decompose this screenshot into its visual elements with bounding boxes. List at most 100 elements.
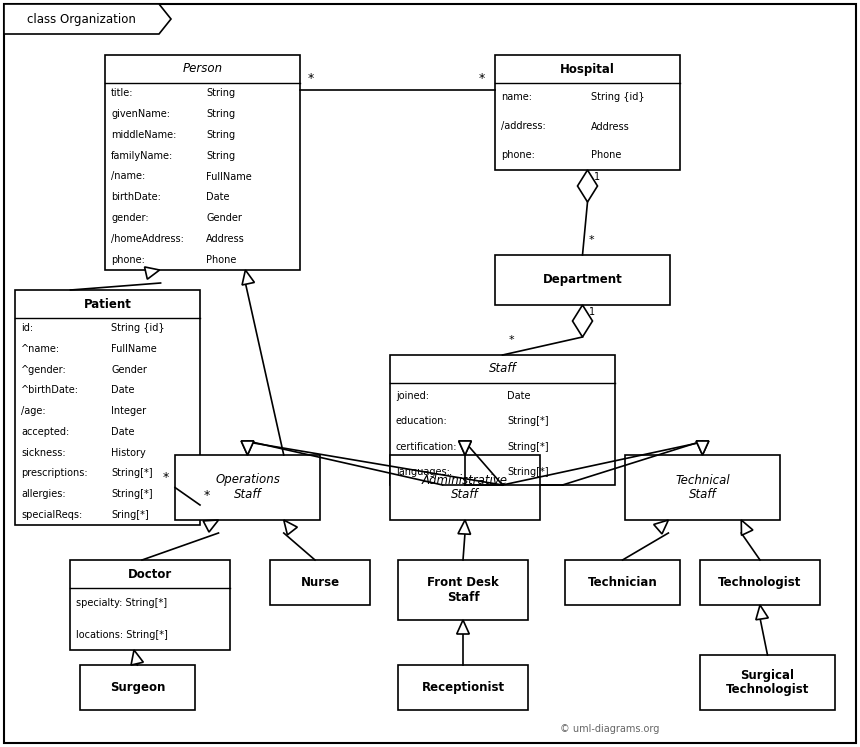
Polygon shape xyxy=(241,441,254,455)
Bar xyxy=(565,560,680,605)
Text: Sring[*]: Sring[*] xyxy=(111,509,149,520)
Text: Department: Department xyxy=(543,273,623,287)
Text: ^birthDate:: ^birthDate: xyxy=(21,385,79,395)
Bar xyxy=(390,355,615,485)
Text: allergies:: allergies: xyxy=(21,489,65,499)
Text: givenName:: givenName: xyxy=(111,109,170,120)
Text: String: String xyxy=(206,109,236,120)
Text: ^gender:: ^gender: xyxy=(21,365,67,375)
Text: /name:: /name: xyxy=(111,172,145,182)
Polygon shape xyxy=(578,170,598,202)
Bar xyxy=(398,560,528,620)
Text: certification:: certification: xyxy=(396,441,458,452)
Text: sickness:: sickness: xyxy=(21,447,65,458)
Text: *: * xyxy=(479,72,485,85)
Text: specialReqs:: specialReqs: xyxy=(21,509,83,520)
Bar xyxy=(270,560,370,605)
Text: specialty: String[*]: specialty: String[*] xyxy=(76,598,167,609)
Text: String[*]: String[*] xyxy=(507,441,549,452)
Text: Gender: Gender xyxy=(111,365,147,375)
Bar xyxy=(15,290,200,525)
Text: title:: title: xyxy=(111,88,133,99)
Text: String: String xyxy=(206,88,236,99)
Text: String {id}: String {id} xyxy=(111,323,165,333)
Text: Hospital: Hospital xyxy=(560,63,615,75)
Bar xyxy=(70,560,230,650)
Polygon shape xyxy=(756,605,768,620)
Text: *: * xyxy=(588,235,594,245)
Text: Technical
Staff: Technical Staff xyxy=(675,474,730,501)
Polygon shape xyxy=(458,520,470,534)
Text: languages:: languages: xyxy=(396,468,450,477)
Text: Technician: Technician xyxy=(587,576,657,589)
Polygon shape xyxy=(131,650,144,665)
Text: *: * xyxy=(204,489,210,502)
Text: String[*]: String[*] xyxy=(507,468,549,477)
Text: Phone: Phone xyxy=(591,150,622,161)
Text: Surgeon: Surgeon xyxy=(110,681,165,694)
Bar xyxy=(700,655,835,710)
Text: education:: education: xyxy=(396,416,448,427)
Text: String[*]: String[*] xyxy=(111,468,153,478)
Text: birthDate:: birthDate: xyxy=(111,192,161,202)
Text: String: String xyxy=(206,151,236,161)
Text: /age:: /age: xyxy=(21,406,46,416)
Text: *: * xyxy=(508,335,514,345)
Text: Surgical
Technologist: Surgical Technologist xyxy=(726,669,809,696)
Text: *: * xyxy=(163,471,169,485)
Text: String[*]: String[*] xyxy=(111,489,153,499)
Text: gender:: gender: xyxy=(111,213,149,223)
Text: middleName:: middleName: xyxy=(111,130,176,140)
Text: accepted:: accepted: xyxy=(21,427,70,437)
Text: /address:: /address: xyxy=(501,122,546,131)
Text: Integer: Integer xyxy=(111,406,146,416)
Text: Operations
Staff: Operations Staff xyxy=(215,474,280,501)
Text: Address: Address xyxy=(206,234,245,244)
Polygon shape xyxy=(697,441,709,455)
Text: familyName:: familyName: xyxy=(111,151,173,161)
Polygon shape xyxy=(573,305,593,337)
Polygon shape xyxy=(654,520,668,534)
Text: Date: Date xyxy=(507,391,531,400)
Bar xyxy=(625,455,780,520)
Text: name:: name: xyxy=(501,93,532,102)
Text: Gender: Gender xyxy=(206,213,243,223)
Text: © uml-diagrams.org: © uml-diagrams.org xyxy=(560,724,660,734)
Polygon shape xyxy=(241,441,254,455)
Bar xyxy=(390,455,540,520)
Text: phone:: phone: xyxy=(501,150,535,161)
Text: locations: String[*]: locations: String[*] xyxy=(76,630,168,639)
Polygon shape xyxy=(242,270,255,285)
Text: String[*]: String[*] xyxy=(507,416,549,427)
Bar xyxy=(495,255,670,305)
Polygon shape xyxy=(741,520,752,536)
Text: Receptionist: Receptionist xyxy=(421,681,505,694)
Text: /homeAddress:: /homeAddress: xyxy=(111,234,184,244)
Polygon shape xyxy=(284,520,298,535)
Text: Staff: Staff xyxy=(488,362,516,376)
Text: joined:: joined: xyxy=(396,391,429,400)
Text: FullName: FullName xyxy=(206,172,252,182)
Bar xyxy=(80,665,195,710)
Polygon shape xyxy=(458,441,471,455)
Text: Doctor: Doctor xyxy=(128,568,172,580)
Text: Administrative
Staff: Administrative Staff xyxy=(422,474,508,501)
Bar xyxy=(398,665,528,710)
Text: FullName: FullName xyxy=(111,344,157,354)
Bar xyxy=(175,455,320,520)
Text: Front Desk
Staff: Front Desk Staff xyxy=(427,576,499,604)
Text: ^name:: ^name: xyxy=(21,344,60,354)
Text: prescriptions:: prescriptions: xyxy=(21,468,88,478)
Text: Person: Person xyxy=(182,63,223,75)
Text: Patient: Patient xyxy=(83,297,132,311)
Text: 1: 1 xyxy=(593,172,599,182)
Bar xyxy=(700,560,820,605)
Polygon shape xyxy=(697,441,709,455)
Text: Technologist: Technologist xyxy=(718,576,802,589)
Polygon shape xyxy=(203,520,218,532)
Text: Nurse: Nurse xyxy=(300,576,340,589)
Bar xyxy=(105,55,300,270)
Text: id:: id: xyxy=(21,323,34,333)
Text: *: * xyxy=(308,72,314,85)
Polygon shape xyxy=(4,4,171,34)
